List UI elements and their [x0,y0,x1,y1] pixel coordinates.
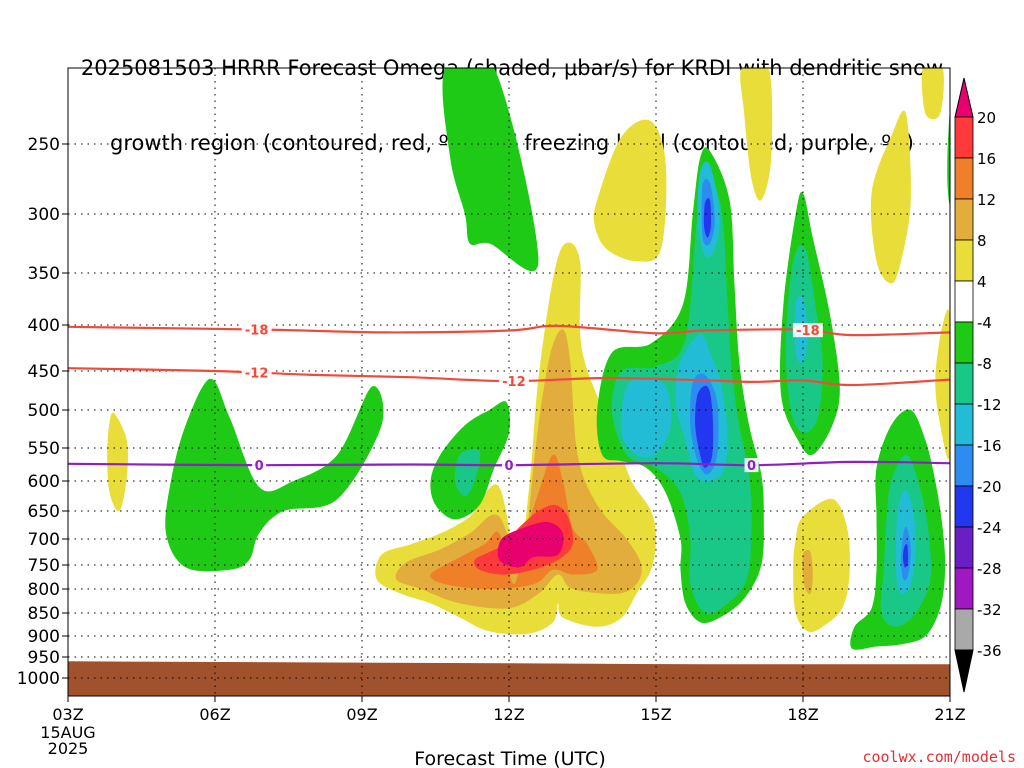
colorbar-swatch-6 [954,321,974,364]
colorbar-swatch-12 [954,567,974,610]
contour-label-bg-3-1 [252,458,267,473]
contour-label-bg-1-1 [241,322,272,337]
contour-label-1-1: -18 [245,323,269,338]
colorbar-bottom-arrow [954,649,974,693]
omega-region-32 [935,309,950,460]
colorbar-swatch-13 [954,608,974,651]
contour-label-2-2: -12 [502,375,526,390]
omega-region-16 [695,385,714,468]
y-tick-label-950: 950 [28,648,60,668]
y-tick-label-300: 300 [28,205,60,225]
y-tick-label-700: 700 [28,530,60,550]
omega-region-27 [902,544,909,568]
omega-region-2 [165,378,384,572]
y-tick-label-850: 850 [28,604,60,624]
x-date-label-1: 15AUG [40,723,95,742]
colorbar-label-12: -28 [977,560,1002,578]
y-axis: 250 300 350 400 450 500 550 600 650 700 750 800 850 9… [17,135,68,689]
omega-region-29 [740,68,773,201]
colorbar-label-6: -4 [977,314,992,332]
contour-label-2-1: -12 [245,367,269,382]
colorbar-label-3: 12 [977,191,996,209]
colorbar-label-8: -12 [977,396,1002,414]
colorbar-top-arrow [954,77,974,118]
colorbar-swatch-7 [954,362,974,405]
contour-label-3-1: 0 [255,459,264,474]
colorbar-label-9: -16 [977,437,1002,455]
colorbar-swatch-3 [954,198,974,241]
omega-shading [107,68,950,650]
y-tick-label-800: 800 [28,580,60,600]
colorbar-swatch-9 [954,444,974,487]
y-tick-label-400: 400 [28,316,60,336]
grid-lines [67,68,951,696]
colorbar-label-7: -8 [977,355,992,373]
y-tick-label-550: 550 [28,439,60,459]
colorbar-swatch-8 [954,403,974,446]
omega-region-34 [793,498,850,633]
colorbar-label-14: -36 [977,642,1002,660]
contour-label-3-3: 0 [747,459,756,474]
colorbar-swatch-5 [954,280,974,323]
omega-region-33 [947,112,950,205]
y-tick-label-500: 500 [28,401,60,421]
credit-text: coolwx.com/models [862,748,1016,766]
omega-region-28 [593,119,667,262]
x-tick-label-03Z: 03Z [52,705,83,724]
colorbar-swatch-10 [954,485,974,528]
omega-region-7 [497,522,564,568]
omega-region-19 [703,198,712,238]
x-date-label-2: 2025 [48,739,89,758]
y-tick-label-600: 600 [28,472,60,492]
x-tick-label-09Z: 09Z [346,705,377,724]
ground-layer [68,661,950,696]
contour-label-1-2: -18 [796,324,820,339]
y-tick-label-900: 900 [28,627,60,647]
colorbar-label-13: -32 [977,601,1002,619]
contour-labels: -18 -18 -12 -12 0 0 0 [241,322,823,474]
y-tick-label-1000: 1000 [17,669,60,689]
colorbar-label-4: 8 [977,232,987,250]
x-tick-label-06Z: 06Z [199,705,230,724]
contour-label-3-2: 0 [504,459,513,474]
y-tick-label-650: 650 [28,502,60,522]
contour-label-bg-3-2 [502,458,516,473]
contour-label-bg-2-2 [498,373,529,388]
colorbar-swatch-1 [954,116,974,159]
ground-fill [68,661,950,696]
omega-region-35 [802,549,813,595]
contour-label-bg-3-3 [744,458,759,473]
colorbar-swatch-11 [954,526,974,569]
y-tick-label-250: 250 [28,135,60,155]
x-axis-label: Forecast Time (UTC) [414,748,605,768]
omega-region-13 [621,378,672,458]
colorbar-label-10: -20 [977,478,1002,496]
x-tick-label-18Z: 18Z [787,705,818,724]
contour-label-bg-1-2 [792,323,823,338]
omega-region-1 [107,412,129,512]
colorbar: 20 16 12 8 4 -4 -8 -12 -16 -20 -24 -28 -32 -36 [954,77,1002,693]
y-tick-label-450: 450 [28,362,60,382]
y-tick-label-350: 350 [28,264,60,284]
contour-label-bg-2-1 [241,365,272,380]
omega-region-30 [870,110,911,284]
x-tick-label-21Z: 21Z [934,705,965,724]
colorbar-label-5: 4 [977,273,987,291]
y-tick-label-750: 750 [28,556,60,576]
colorbar-label-2: 16 [977,150,996,168]
colorbar-label-11: -24 [977,519,1002,537]
colorbar-label-1: 20 [977,109,996,127]
omega-region-9 [454,449,481,496]
omega-region-31 [921,68,944,120]
colorbar-swatch-2 [954,157,974,200]
x-tick-label-12Z: 12Z [493,705,524,724]
colorbar-swatch-4 [954,239,974,282]
omega-region-10 [442,68,539,271]
x-tick-label-15Z: 15Z [640,705,671,724]
